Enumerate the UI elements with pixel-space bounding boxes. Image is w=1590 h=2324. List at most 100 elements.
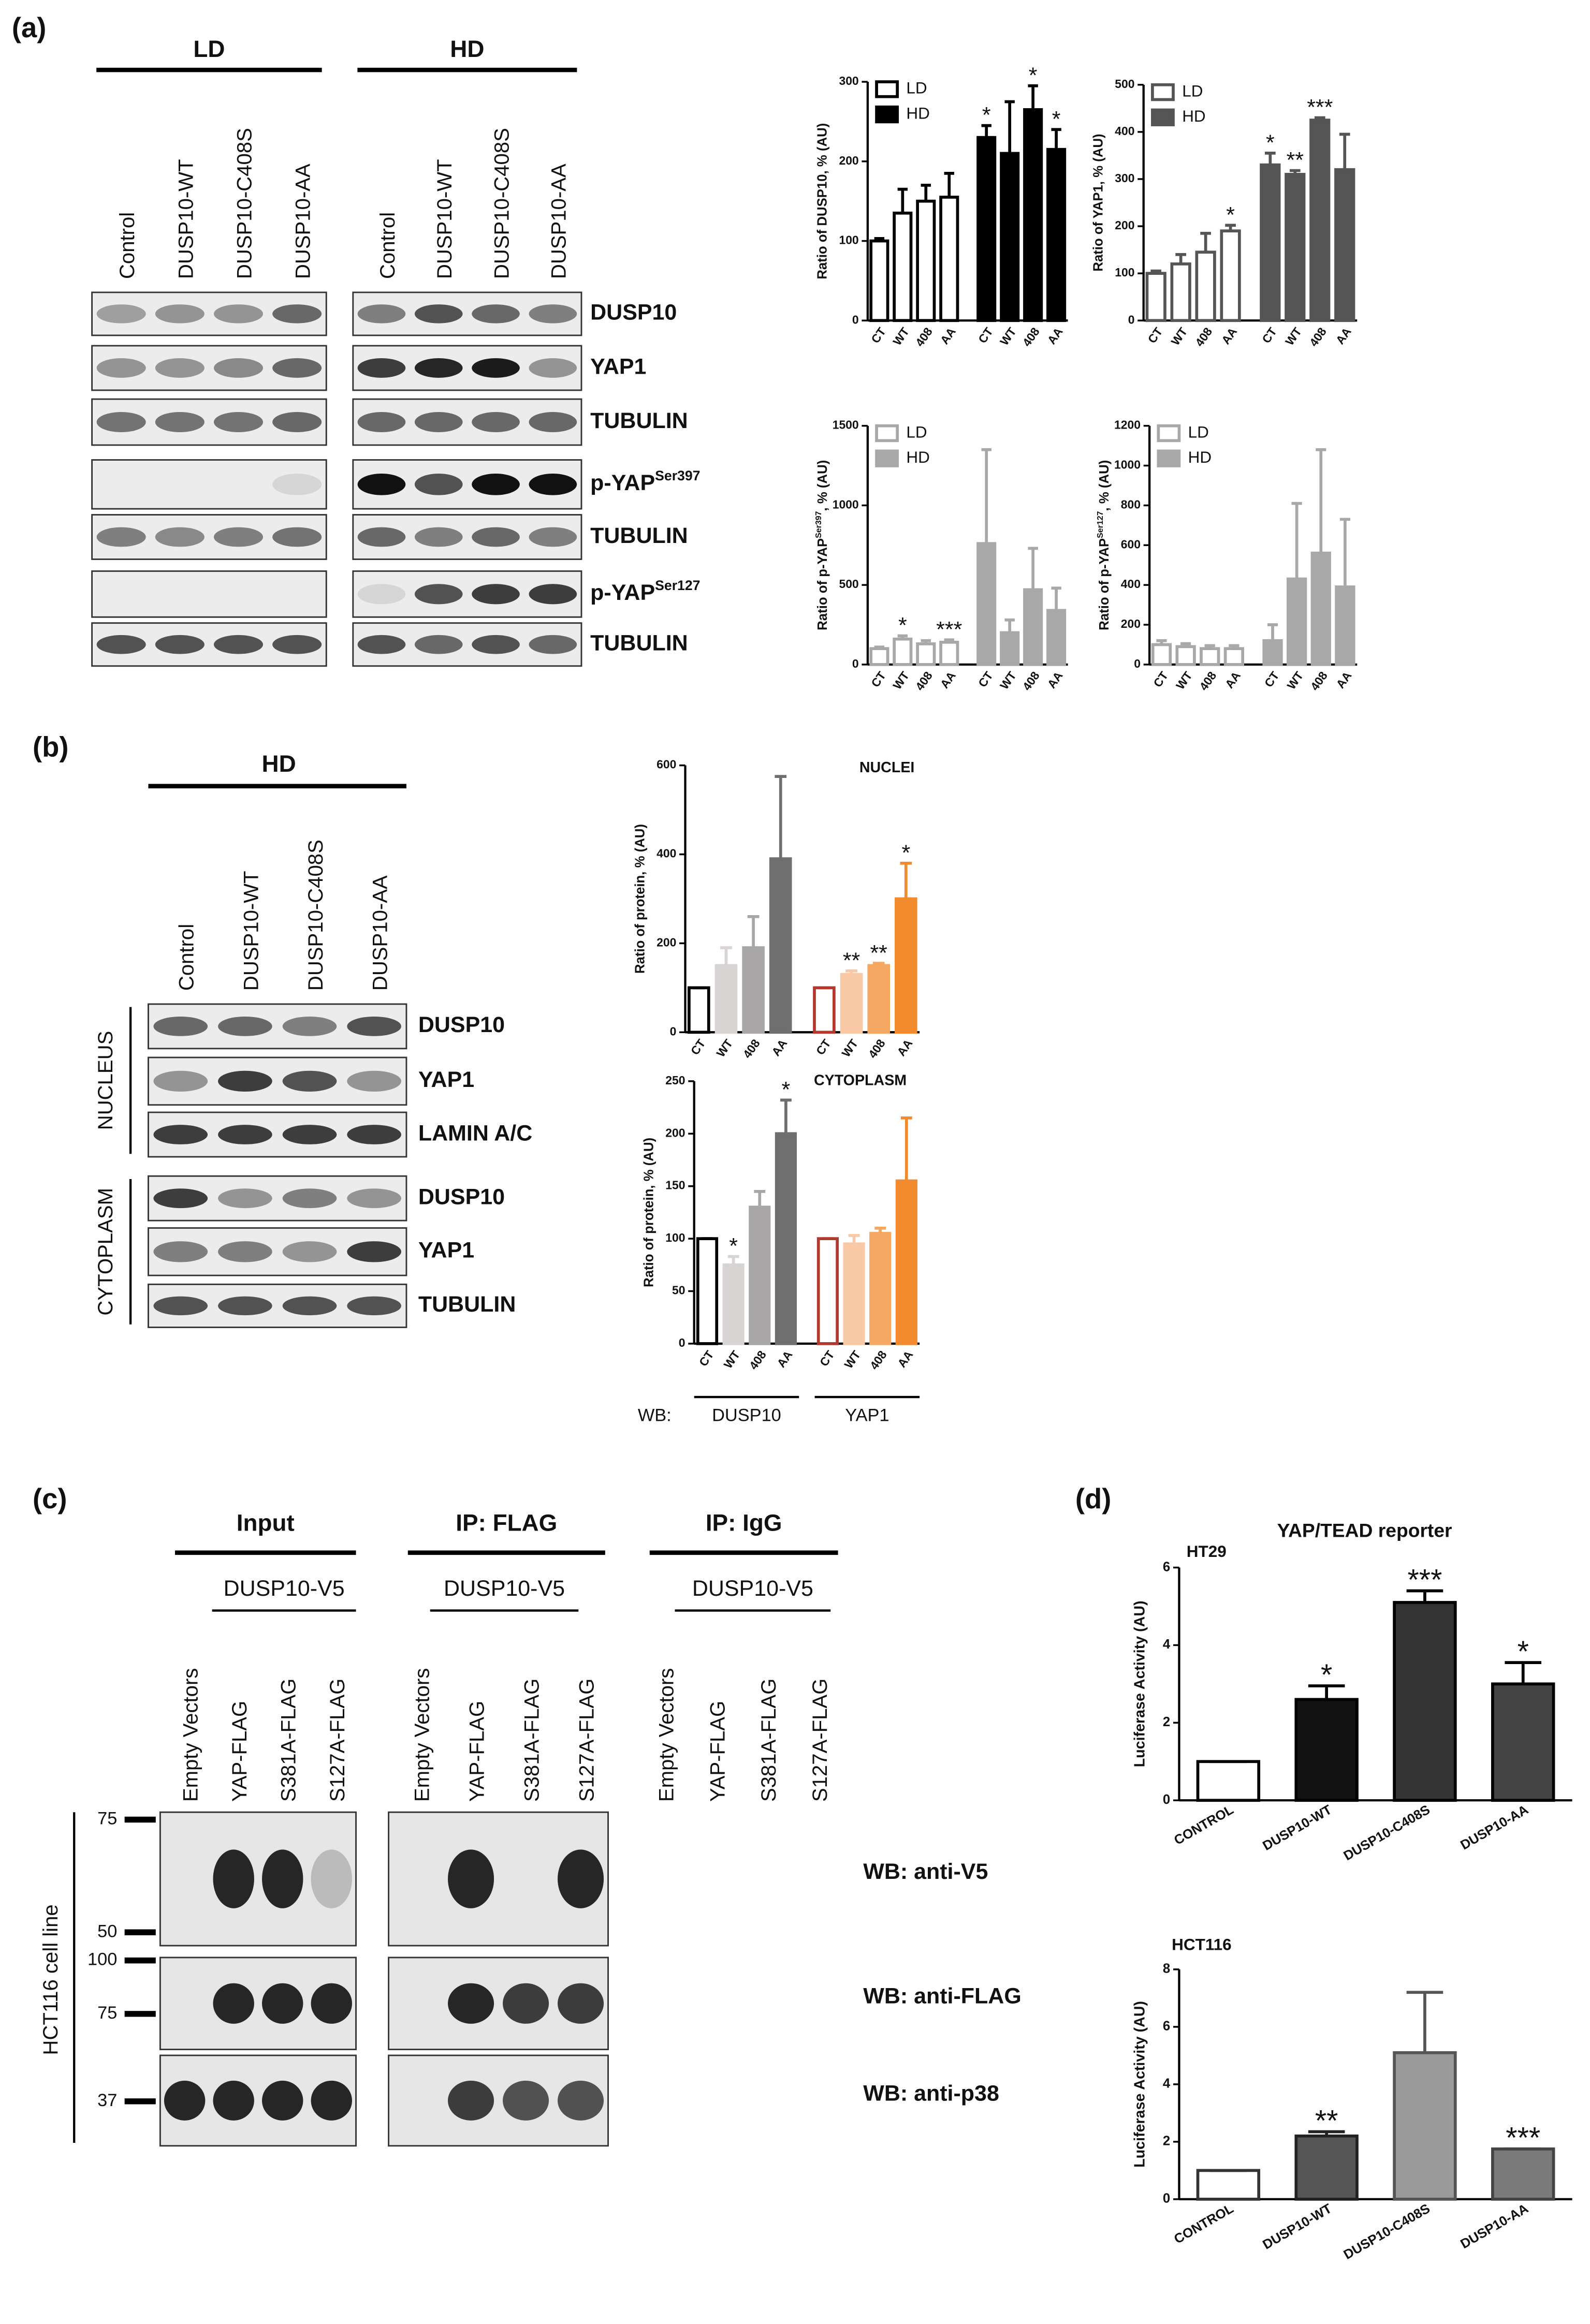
band: [347, 1016, 401, 1036]
error-bar: [900, 1116, 912, 1181]
legend-swatch: [875, 105, 899, 124]
legend-swatch: [1157, 449, 1181, 467]
x-tick-label: WT: [713, 1037, 735, 1060]
band: [96, 527, 146, 547]
panel-label: (d): [1075, 1483, 1112, 1514]
x-tick-label: CT: [1150, 669, 1171, 689]
y-tick-label: 0: [852, 313, 859, 326]
y-tick-label: 0: [679, 1336, 685, 1349]
y-axis-label: Ratio of p-YAPSer397, % (AU): [814, 460, 830, 630]
bar: [939, 196, 959, 322]
y-tick-label: 2: [1163, 1715, 1170, 1729]
band: [414, 584, 463, 605]
band: [311, 2080, 352, 2121]
fraction-label: NUCLEUS: [94, 1031, 117, 1130]
band: [503, 1983, 549, 2024]
row-label-text: p-YAP: [590, 580, 655, 605]
x-tick-label: CT: [868, 669, 888, 689]
error-bar: [727, 1255, 739, 1265]
construct-label: DUSP10-V5: [444, 1576, 565, 1601]
x-tick-label: 408: [1192, 325, 1215, 349]
bar: [1196, 1760, 1261, 1802]
y-tick-label: 200: [839, 154, 858, 167]
band: [155, 304, 205, 323]
y-tick-label: 50: [672, 1284, 685, 1297]
x-tick-label: CT: [817, 1348, 837, 1369]
y-axis-label: Ratio of DUSP10, % (AU): [815, 123, 830, 280]
blot-header: HD: [261, 751, 296, 777]
x-tick-label: 408: [913, 325, 935, 349]
legend-label: LD: [1182, 81, 1203, 100]
error-bar: [1406, 1589, 1443, 1602]
legend-swatch: [1151, 83, 1175, 101]
band: [262, 1983, 303, 2024]
legend-swatch: [875, 80, 899, 98]
x-tick-label: DUSP10-WT: [1260, 1802, 1334, 1854]
y-tick-label: 300: [1115, 171, 1134, 185]
bar: [775, 1132, 797, 1345]
bar: [893, 211, 913, 322]
band: [472, 358, 520, 378]
error-bar: [1406, 1991, 1443, 2053]
x-tick-label: AA: [769, 1037, 790, 1058]
band: [347, 1125, 401, 1144]
significance: ***: [936, 617, 962, 642]
band: [357, 358, 406, 378]
bar: [843, 1242, 865, 1345]
band: [282, 1241, 337, 1262]
error-bar: [944, 171, 954, 197]
bar: [813, 986, 836, 1034]
legend-swatch: [1151, 108, 1175, 126]
significance: **: [1315, 2104, 1338, 2137]
y-axis-label: Ratio of protein, % (AU): [642, 1138, 657, 1287]
error-bar: [845, 969, 857, 975]
error-bar: [1339, 133, 1350, 170]
bar: [976, 136, 997, 322]
error-bar: [897, 187, 908, 213]
bar: [916, 199, 936, 322]
bar: [1393, 1601, 1457, 1802]
bar: [1145, 272, 1166, 322]
chart-subtitle: HT29: [1187, 1542, 1227, 1561]
bar: [816, 1237, 839, 1345]
x-tick-label: CT: [975, 325, 996, 346]
y-tick-label: 2: [1163, 2134, 1170, 2149]
x-tick-label: 408: [1308, 669, 1330, 693]
lane-label: S127A-FLAG: [575, 1679, 598, 1802]
x-tick-label: CT: [975, 669, 996, 689]
x-tick-label: WT: [1285, 669, 1306, 692]
row-label: DUSP10: [418, 1185, 505, 1210]
band: [213, 358, 264, 378]
x-tick-label: CT: [688, 1037, 708, 1057]
band: [155, 527, 205, 547]
construct-label: DUSP10-V5: [224, 1576, 345, 1601]
x-tick-label: 408: [1197, 669, 1219, 693]
chart-title: NUCLEI: [859, 759, 915, 776]
band: [155, 358, 205, 378]
y-tick-label: 400: [1121, 577, 1141, 591]
band: [153, 1125, 208, 1144]
group-label: DUSP10: [712, 1405, 781, 1425]
y-tick-label: 100: [665, 1231, 685, 1244]
x-tick-label: AA: [895, 1348, 915, 1370]
bar: [869, 647, 889, 666]
x-tick-label: WT: [890, 669, 912, 692]
lane-label: Control: [176, 924, 198, 991]
error-bar: [1204, 644, 1215, 649]
y-axis-label: Luciferase Activity (AU): [1132, 1600, 1148, 1767]
row-label-sup: Ser397: [655, 468, 700, 483]
x-tick-label: CT: [1259, 325, 1279, 346]
x-tick-label: DUSP10-AA: [1458, 2201, 1530, 2252]
legend-swatch: [1157, 424, 1181, 443]
y-tick-label: 400: [1115, 124, 1134, 138]
y-tick-label: 8: [1163, 1962, 1170, 1976]
bar: [1262, 639, 1283, 666]
x-tick-label: AA: [1333, 325, 1354, 347]
band: [96, 411, 146, 433]
lane-label: S381A-FLAG: [278, 1679, 300, 1802]
row-label-text: p-YAP: [590, 470, 655, 495]
bar: [1023, 588, 1043, 666]
fraction-label: CYTOPLASM: [94, 1188, 117, 1316]
chart-title: YAP/TEAD reporter: [1277, 1520, 1452, 1541]
x-tick-label: AA: [1044, 669, 1065, 690]
